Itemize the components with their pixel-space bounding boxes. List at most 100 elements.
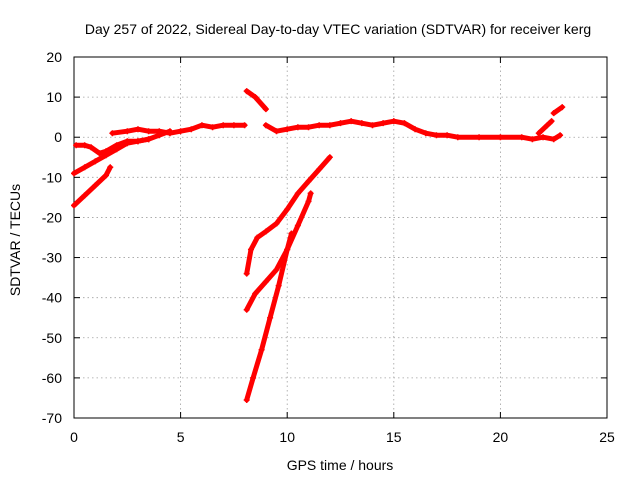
- data-point: [102, 172, 109, 179]
- data-point: [476, 134, 483, 141]
- data-point: [540, 134, 547, 141]
- data-point: [109, 130, 116, 137]
- data-point: [134, 138, 141, 145]
- data-point: [243, 88, 250, 95]
- series-track-6: [263, 118, 563, 142]
- data-point: [316, 122, 323, 129]
- data-point: [243, 270, 250, 277]
- data-point: [288, 230, 295, 237]
- data-point: [81, 192, 88, 199]
- y-tick-label: -60: [42, 370, 62, 386]
- series-track-1: [73, 128, 173, 156]
- data-point: [422, 130, 429, 137]
- data-point: [107, 164, 114, 171]
- data-point: [497, 134, 504, 141]
- data-point: [273, 128, 280, 135]
- data-point: [433, 132, 440, 139]
- x-tick-labels: 0 5 10 15 20 25: [70, 429, 615, 445]
- data-point: [71, 170, 77, 177]
- data-point: [294, 124, 301, 131]
- data-point: [559, 104, 566, 111]
- series-track-7: [536, 118, 555, 136]
- data-point: [275, 282, 282, 289]
- data-point: [305, 178, 312, 185]
- data-point: [284, 206, 291, 213]
- data-point: [92, 182, 99, 189]
- data-series: [71, 88, 566, 403]
- data-point: [113, 146, 120, 153]
- data-point: [401, 120, 408, 127]
- y-tick-label: -40: [42, 290, 62, 306]
- data-point: [390, 118, 397, 125]
- data-point: [307, 190, 314, 197]
- data-point: [326, 154, 333, 161]
- data-point: [337, 120, 344, 127]
- y-tick-label: -20: [42, 209, 62, 225]
- data-point: [412, 126, 419, 133]
- x-tick-label: 5: [177, 429, 185, 445]
- data-point: [273, 220, 280, 227]
- y-tick-label: -10: [42, 169, 62, 185]
- data-point: [262, 122, 269, 129]
- y-tick-label: 10: [46, 89, 62, 105]
- data-point: [284, 246, 291, 253]
- data-point: [243, 306, 250, 313]
- data-point: [273, 266, 280, 273]
- y-tick-label: -50: [42, 330, 62, 346]
- data-point: [262, 228, 269, 235]
- data-point: [220, 122, 227, 129]
- data-point: [518, 134, 525, 141]
- data-point: [535, 130, 542, 137]
- x-axis-title: GPS time / hours: [287, 457, 394, 473]
- data-point: [145, 128, 152, 135]
- data-point: [252, 290, 259, 297]
- data-point: [71, 202, 77, 209]
- data-point: [166, 130, 173, 137]
- data-point: [73, 142, 80, 149]
- series-track-9: [244, 154, 333, 277]
- x-tick-label: 25: [599, 429, 615, 445]
- data-point: [326, 122, 333, 129]
- series-track-4: [109, 122, 248, 136]
- plot-frame: [73, 56, 608, 419]
- data-point: [156, 128, 163, 135]
- y-axis-title: SDTVAR / TECUs: [7, 184, 23, 296]
- x-tick-label: 10: [279, 429, 295, 445]
- data-point: [198, 122, 205, 129]
- data-point: [230, 122, 237, 129]
- data-point: [358, 120, 365, 127]
- series-track-8: [551, 104, 565, 116]
- data-point: [188, 126, 195, 133]
- series-track-5: [244, 88, 269, 112]
- data-point: [209, 124, 216, 131]
- y-tick-label: -30: [42, 250, 62, 266]
- data-point: [294, 222, 301, 229]
- data-point: [369, 122, 376, 129]
- data-point: [81, 164, 88, 171]
- data-point: [134, 126, 141, 133]
- data-point: [92, 158, 99, 165]
- grid-lines: [74, 57, 607, 418]
- data-point: [241, 122, 248, 129]
- data-point: [247, 246, 254, 253]
- data-point: [550, 110, 557, 117]
- data-point: [444, 132, 451, 139]
- chart-title: Day 257 of 2022, Sidereal Day-to-day VTE…: [85, 21, 591, 37]
- data-point: [262, 278, 269, 285]
- y-tick-label: -70: [42, 410, 62, 426]
- data-point: [177, 128, 184, 135]
- data-point: [550, 136, 557, 143]
- data-point: [88, 144, 95, 151]
- data-point: [254, 234, 261, 241]
- data-point: [294, 190, 301, 197]
- series-track-10: [244, 190, 314, 313]
- data-point: [250, 374, 257, 381]
- data-point: [96, 150, 103, 157]
- data-point: [305, 124, 312, 131]
- data-point: [243, 396, 250, 403]
- data-point: [258, 346, 265, 353]
- x-tick-label: 20: [493, 429, 509, 445]
- axis-ticks: [73, 56, 608, 419]
- data-point: [305, 198, 312, 205]
